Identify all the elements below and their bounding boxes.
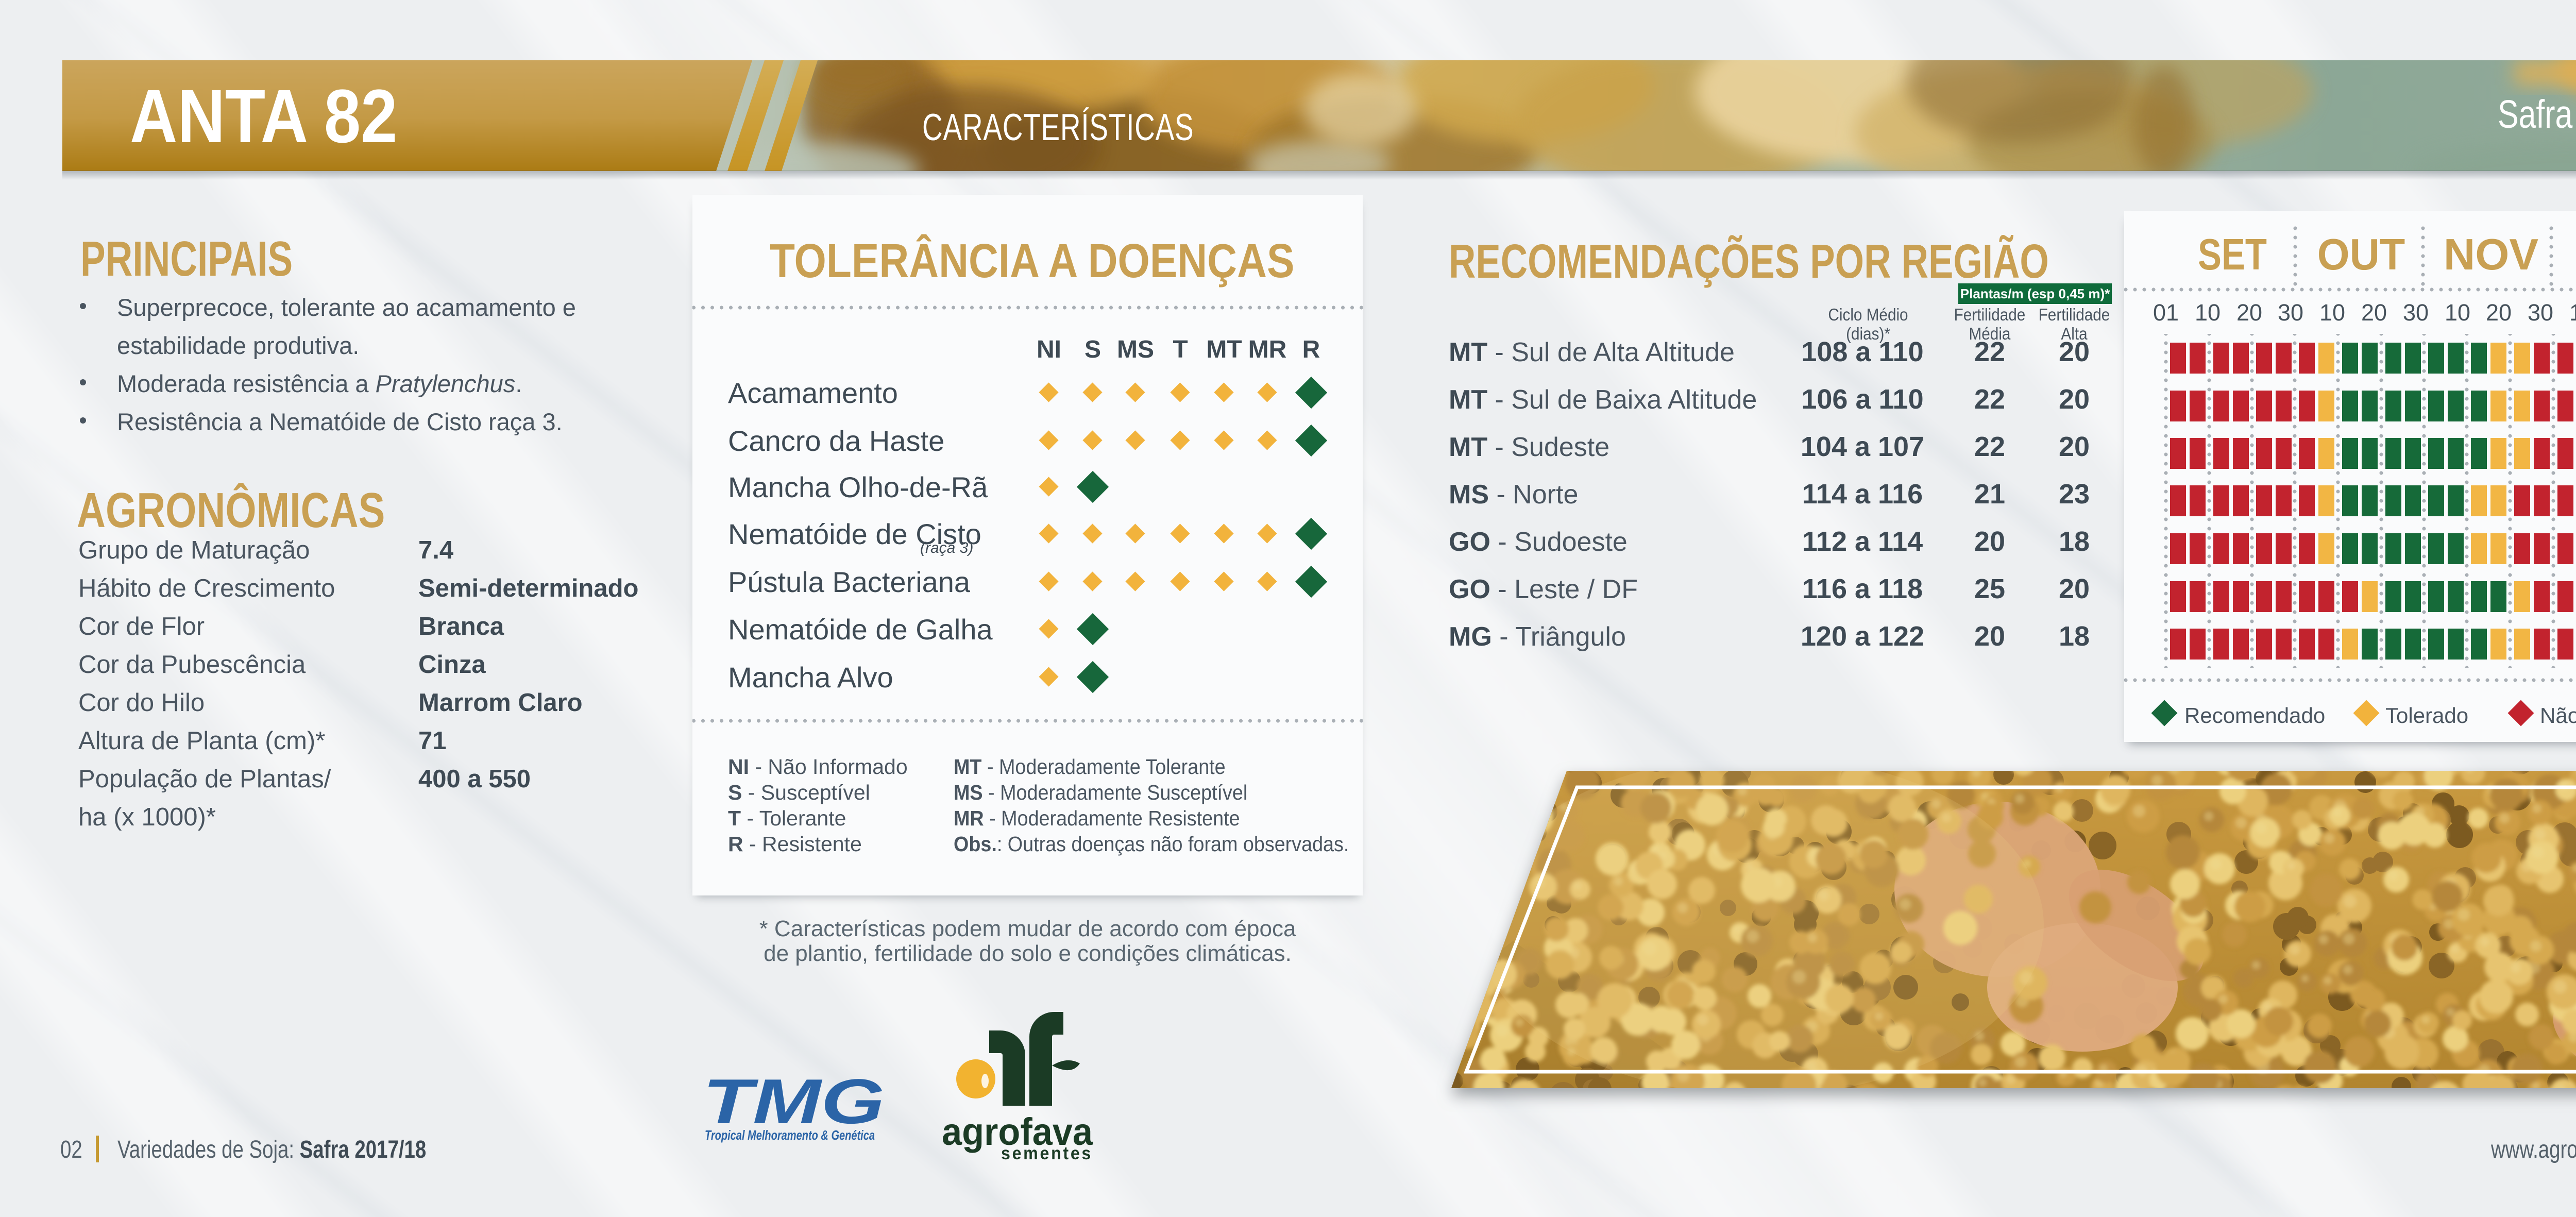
svg-text:sementes: sementes <box>1001 1143 1093 1163</box>
svg-text:Tropical Melhoramento & Genéti: Tropical Melhoramento & Genética <box>705 1127 875 1143</box>
svg-text:agrofava: agrofava <box>942 1110 1093 1153</box>
svg-text:TMG: TMG <box>703 1067 885 1137</box>
